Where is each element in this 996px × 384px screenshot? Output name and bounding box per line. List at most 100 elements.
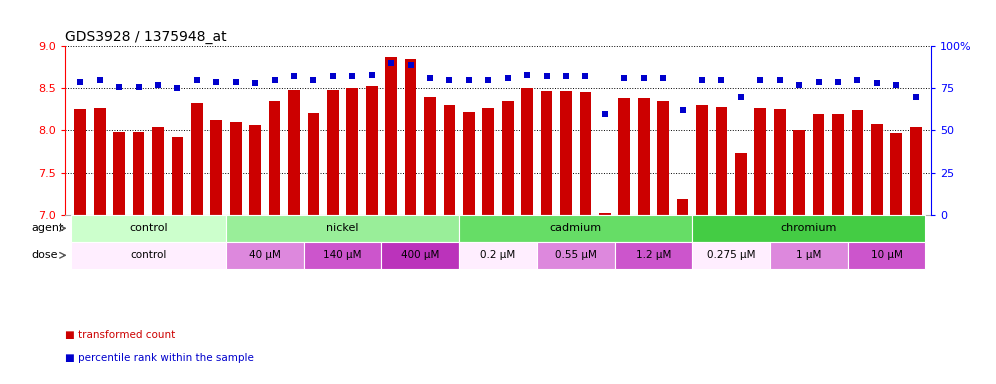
Text: control: control — [130, 250, 166, 260]
Bar — [521, 88, 533, 215]
Bar — [269, 101, 281, 215]
Point — [228, 78, 244, 84]
Point — [150, 82, 166, 88]
Bar — [910, 127, 921, 215]
Point — [578, 73, 594, 79]
Bar — [692, 242, 770, 269]
Point — [480, 77, 496, 83]
Point — [713, 77, 729, 83]
Point — [461, 77, 477, 83]
Bar — [459, 215, 692, 242]
Point — [811, 78, 827, 84]
Bar — [560, 91, 572, 215]
Point — [286, 73, 302, 79]
Text: 0.2 μM: 0.2 μM — [480, 250, 516, 260]
Point — [752, 77, 768, 83]
Bar — [230, 122, 242, 215]
Point — [869, 80, 884, 86]
Bar — [715, 107, 727, 215]
Text: agent: agent — [32, 223, 64, 233]
Point — [267, 77, 283, 83]
Text: 1.2 μM: 1.2 μM — [635, 250, 671, 260]
Bar — [171, 137, 183, 215]
Point — [597, 111, 613, 117]
Point — [694, 77, 710, 83]
Point — [617, 75, 632, 81]
Bar — [308, 113, 320, 215]
Point — [130, 83, 146, 89]
Text: GDS3928 / 1375948_at: GDS3928 / 1375948_at — [65, 30, 226, 44]
Bar — [482, 108, 494, 215]
Bar — [848, 242, 925, 269]
Bar — [152, 127, 163, 215]
Point — [383, 60, 399, 66]
Point — [888, 82, 904, 88]
Point — [907, 94, 923, 100]
Text: 0.55 μM: 0.55 μM — [555, 250, 597, 260]
Text: 10 μM: 10 μM — [871, 250, 902, 260]
Point — [674, 107, 690, 113]
Point — [345, 73, 361, 79]
Bar — [541, 91, 553, 215]
Point — [733, 94, 749, 100]
Point — [500, 75, 516, 81]
Bar — [833, 114, 844, 215]
Bar — [657, 101, 669, 215]
Point — [402, 61, 418, 68]
Point — [850, 77, 866, 83]
Point — [830, 78, 846, 84]
Bar — [249, 124, 261, 215]
Bar — [774, 109, 786, 215]
Bar — [696, 105, 708, 215]
Point — [364, 72, 379, 78]
Point — [519, 72, 535, 78]
Text: chromium: chromium — [781, 223, 837, 233]
Bar — [754, 108, 766, 215]
Point — [539, 73, 555, 79]
Bar — [637, 98, 649, 215]
Bar — [347, 88, 359, 215]
Bar — [692, 215, 925, 242]
Bar — [71, 242, 226, 269]
Bar — [366, 86, 377, 215]
Bar — [288, 90, 300, 215]
Text: cadmium: cadmium — [550, 223, 602, 233]
Point — [772, 77, 788, 83]
Text: ■ transformed count: ■ transformed count — [65, 330, 175, 340]
Point — [169, 85, 185, 91]
Point — [422, 75, 438, 81]
Bar — [94, 108, 106, 215]
Bar — [619, 98, 630, 215]
Point — [635, 75, 651, 81]
Bar — [404, 59, 416, 215]
Bar — [132, 132, 144, 215]
Text: ■ percentile rank within the sample: ■ percentile rank within the sample — [65, 353, 254, 363]
Bar — [304, 242, 381, 269]
Text: dose: dose — [32, 250, 58, 260]
Bar — [385, 57, 397, 215]
Point — [208, 78, 224, 84]
Bar — [226, 242, 304, 269]
Point — [791, 82, 807, 88]
Bar — [872, 124, 882, 215]
Text: 400 μM: 400 μM — [401, 250, 439, 260]
Text: 40 μM: 40 μM — [249, 250, 281, 260]
Bar — [852, 110, 864, 215]
Bar — [770, 242, 848, 269]
Text: 0.275 μM: 0.275 μM — [707, 250, 755, 260]
Bar — [71, 215, 226, 242]
Text: control: control — [128, 223, 167, 233]
Bar — [443, 105, 455, 215]
Bar — [191, 103, 202, 215]
Bar — [424, 97, 436, 215]
Point — [189, 77, 205, 83]
Bar — [599, 213, 611, 215]
Text: nickel: nickel — [327, 223, 359, 233]
Point — [558, 73, 574, 79]
Bar — [459, 242, 537, 269]
Bar — [463, 112, 475, 215]
Text: 1 μM: 1 μM — [796, 250, 822, 260]
Point — [441, 77, 457, 83]
Bar — [210, 120, 222, 215]
Bar — [75, 109, 86, 215]
